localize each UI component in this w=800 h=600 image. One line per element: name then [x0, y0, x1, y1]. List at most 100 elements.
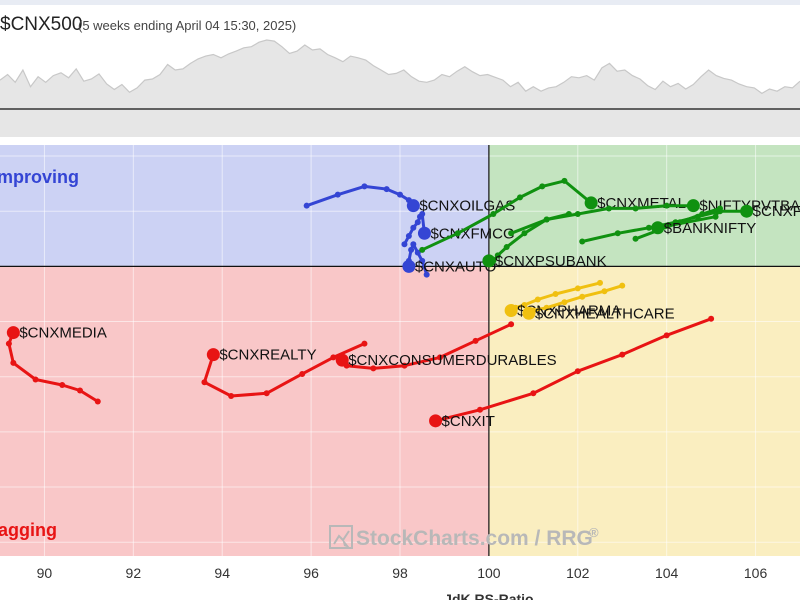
series-point [10, 359, 17, 366]
x-axis-label: JdK RS-Ratio [444, 591, 533, 600]
chart-title: $CNX500 [0, 14, 83, 35]
series-cnxconsumerdurables: $CNXCONSUMERDURABLES [335, 321, 557, 372]
series-point [454, 230, 461, 237]
x-tick-label: 98 [392, 565, 408, 581]
series-point [619, 351, 626, 358]
series-point [677, 219, 683, 226]
watermark-text: StockCharts.com / RRG [356, 527, 593, 550]
series-head [417, 226, 431, 240]
series-point [597, 279, 603, 286]
series-point [32, 376, 39, 383]
series-label: $CNXFIN [753, 203, 800, 220]
series-head [504, 304, 518, 318]
series-point [361, 183, 368, 190]
series-cnxit: $CNXIT [429, 315, 715, 430]
x-tick-label: 106 [744, 565, 768, 581]
series-point [534, 296, 541, 303]
x-tick-label: 94 [214, 565, 230, 581]
series-head [584, 196, 598, 210]
series-point [408, 246, 415, 253]
series-point [561, 299, 568, 306]
series-point [632, 205, 639, 212]
series-head [335, 353, 349, 367]
lagging-quadrant [0, 266, 489, 556]
series-point [397, 191, 403, 198]
series-head [740, 204, 754, 218]
series-point [574, 368, 581, 375]
series-point [414, 219, 421, 226]
series-head [522, 306, 536, 320]
series-point [508, 230, 515, 237]
panel-separator [0, 137, 800, 145]
series-point [717, 205, 723, 212]
series-point [574, 285, 581, 292]
series-point [579, 238, 586, 245]
series-point [330, 354, 337, 361]
series-head [406, 199, 420, 213]
series-point [59, 381, 66, 388]
series-point [619, 282, 626, 289]
x-tick-label: 102 [566, 565, 590, 581]
series-cnxpharma: $CNXPHARMA [504, 279, 621, 320]
series-cnxfmcg: $CNXFMCG [401, 210, 515, 248]
stockcharts-logo-icon [329, 525, 353, 549]
series-point [574, 210, 581, 217]
series-point [712, 213, 719, 220]
series-head [482, 254, 496, 268]
x-tick-label: 90 [37, 565, 53, 581]
series-point [77, 387, 83, 394]
series-point [472, 337, 479, 344]
logo-frame [329, 525, 353, 549]
series-point [543, 216, 550, 223]
x-tick-label: 92 [126, 565, 142, 581]
series-cnxmedia: $CNXMEDIA [5, 325, 107, 405]
series-point [303, 202, 310, 209]
series-label: $CNXIT [442, 413, 495, 430]
chart-subtitle: (5 weeks ending April 04 15:30, 2025) [78, 18, 297, 33]
series-label: $CNXAUTO [415, 258, 496, 275]
series-point [419, 210, 426, 217]
series-point [263, 390, 270, 397]
series-point [201, 379, 208, 386]
sparkline-line [0, 39, 800, 95]
series-point [632, 235, 639, 242]
series-point [521, 230, 528, 237]
series-point [543, 304, 550, 311]
series-point [401, 362, 408, 369]
relative-rotation-graph: mproving agging StockCharts.com / RRG® $C… [0, 145, 800, 600]
series-label: $CNXCONSUMERDURABLES [348, 352, 556, 369]
logo-cursor [342, 538, 350, 548]
series-point [645, 224, 652, 231]
series-point [334, 191, 341, 198]
series-point [405, 233, 412, 240]
x-tick-label: 96 [303, 565, 319, 581]
series-cnxoilgas: $CNXOILGAS [303, 183, 515, 215]
series-head [6, 326, 20, 340]
series-point [539, 183, 546, 190]
series-banknifty: $BANKNIFTY [632, 205, 756, 242]
series-head [429, 414, 443, 428]
series-label: $CNXREALTY [219, 347, 316, 364]
series-point [579, 293, 586, 300]
top-nav-strip [0, 0, 800, 5]
series-cnxhealthcare: $CNXHEALTHCARE [522, 282, 675, 322]
series-point [299, 370, 306, 377]
sparkline-area [0, 40, 800, 137]
series-label: $CNXFMCG [430, 225, 514, 242]
series-point [383, 186, 390, 193]
series-cnxauto: $CNXAUTO [402, 241, 496, 278]
logo-chart-line [333, 530, 350, 545]
series-point [494, 252, 501, 259]
series-point [423, 271, 430, 278]
series-point [410, 241, 417, 248]
series-point [361, 340, 368, 347]
series-point [605, 205, 612, 212]
series-point [477, 406, 483, 413]
series-point [561, 177, 568, 184]
series-label: $CNXPSUBANK [495, 253, 607, 270]
x-tick-label: 104 [655, 565, 679, 581]
series-head [686, 199, 700, 213]
series-point [414, 249, 421, 256]
series-point [437, 354, 443, 361]
series-label: $CNXPHARMA [517, 303, 621, 320]
